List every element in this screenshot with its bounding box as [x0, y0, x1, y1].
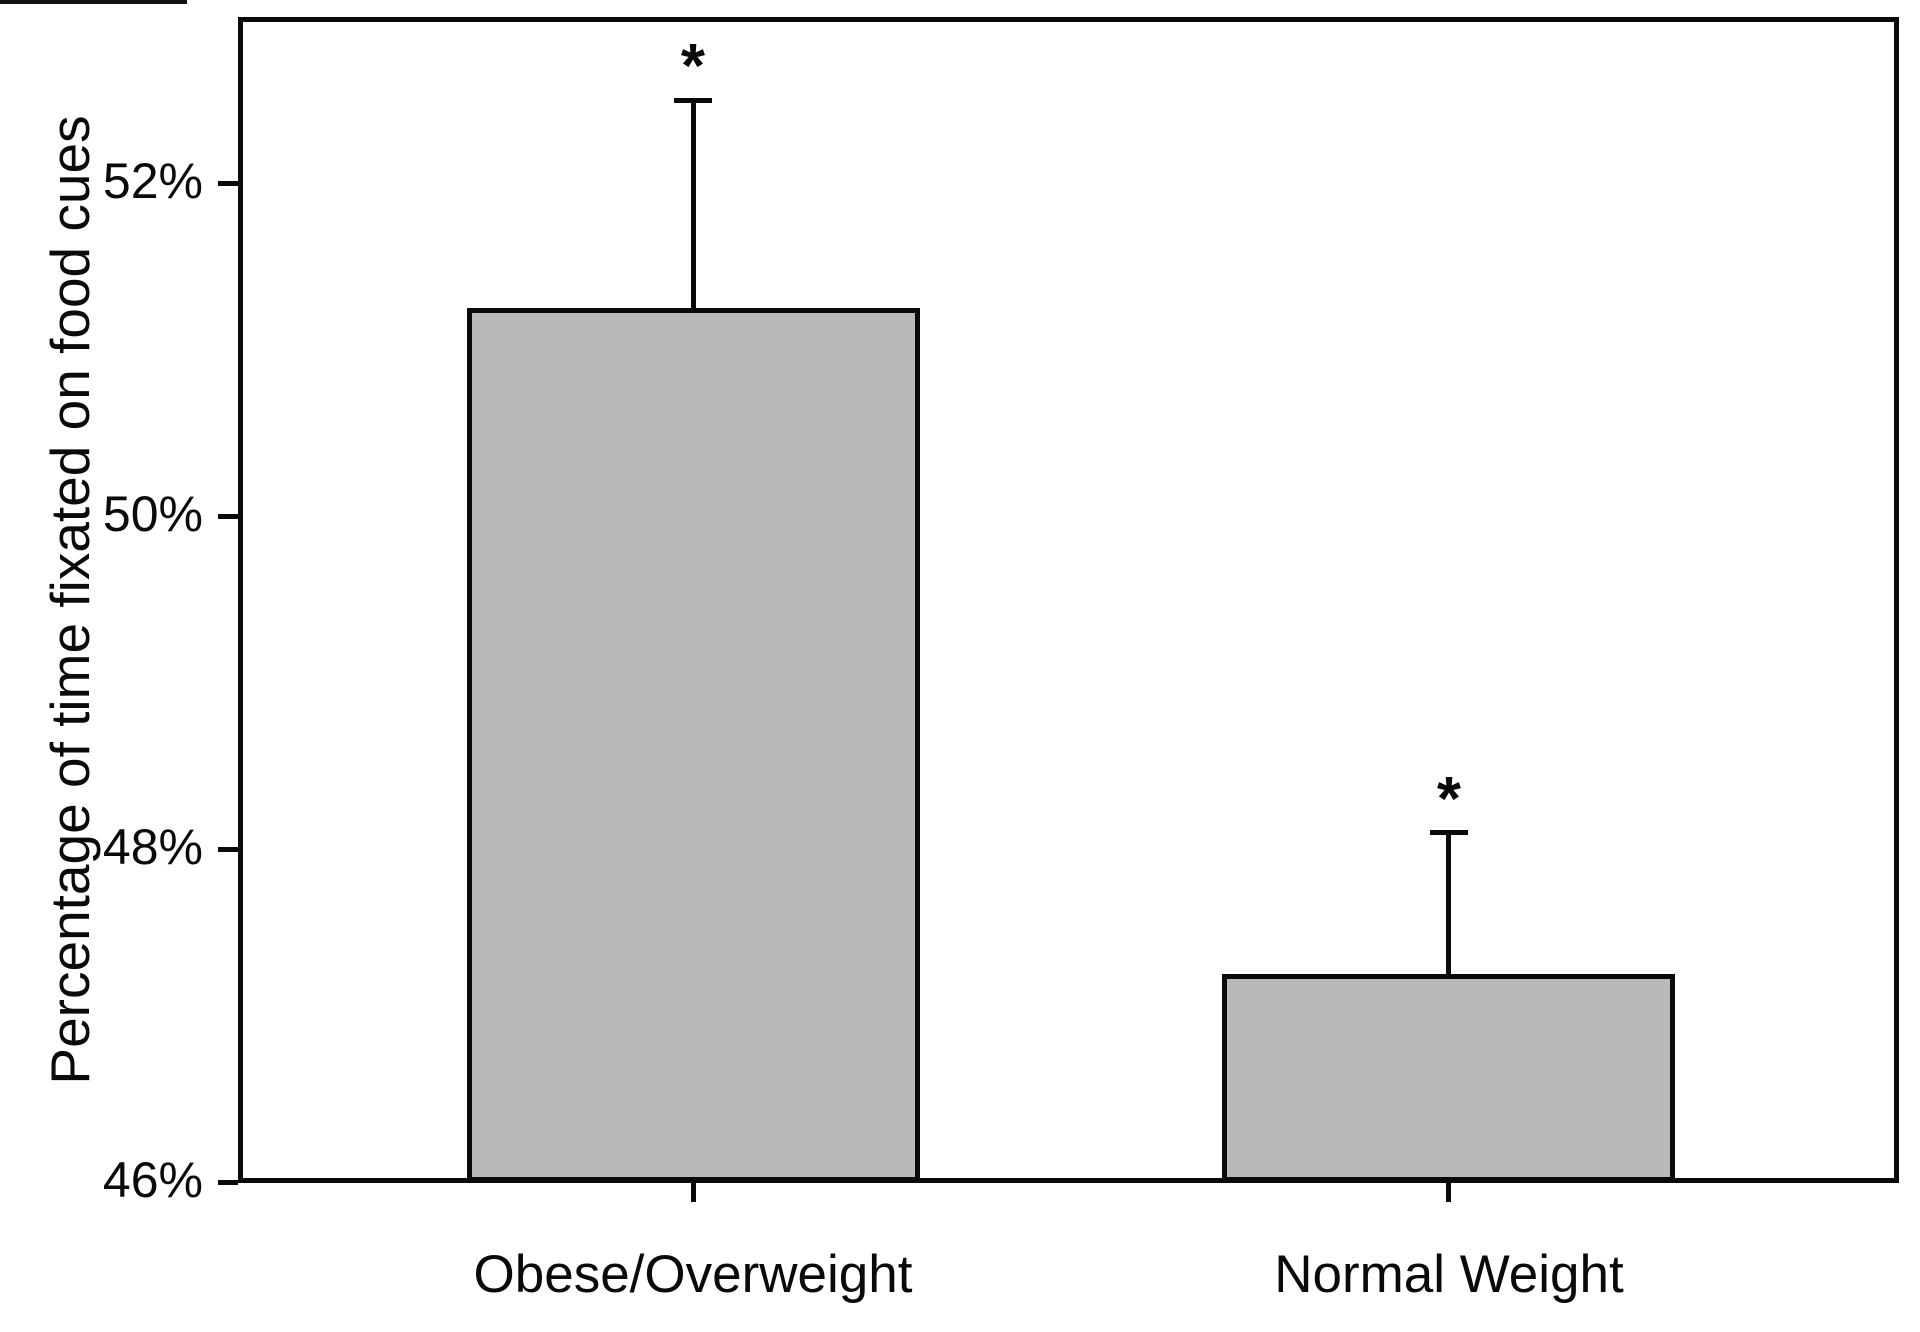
y-tick	[218, 846, 238, 852]
y-tick	[218, 180, 238, 186]
error-bar-line	[1446, 832, 1452, 974]
y-tick-label: 52%	[102, 153, 203, 210]
significance-asterisk: *	[680, 32, 706, 102]
y-axis-title: Percentage of time fixated on food cues	[39, 115, 101, 1085]
category-label: Normal Weight	[1274, 1245, 1624, 1304]
error-bar-cap	[674, 97, 712, 103]
error-bar-cap	[1429, 830, 1468, 835]
error-bar-line	[690, 100, 696, 309]
significance-asterisk: *	[1436, 764, 1462, 834]
category-label: Obese/Overweight	[473, 1245, 913, 1304]
top-edge-line	[0, 0, 187, 4]
y-tick-label: 46%	[102, 1152, 203, 1208]
y-tick-label: 50%	[102, 486, 203, 543]
y-tick	[218, 1179, 238, 1185]
y-tick	[218, 513, 238, 519]
x-tick	[1446, 1182, 1452, 1202]
bar	[1222, 973, 1676, 1182]
x-tick	[690, 1182, 696, 1202]
y-tick-label: 48%	[102, 819, 203, 876]
bar	[466, 308, 920, 1182]
